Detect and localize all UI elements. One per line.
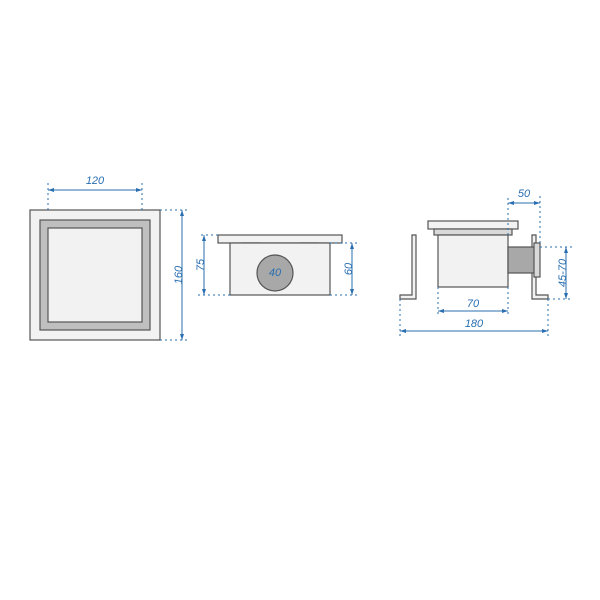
dim-front-75: 75	[195, 258, 207, 271]
view-front: 40 75 60	[195, 235, 358, 295]
dim-front-60: 60	[343, 262, 355, 275]
dim-side-4570: 45-70	[557, 258, 569, 287]
dim-top-160: 160	[173, 265, 185, 284]
dim-side-180: 180	[465, 318, 484, 330]
drawing-canvas: 120 160 40 75 60	[0, 0, 600, 600]
dim-side-50: 50	[518, 188, 531, 200]
dim-side-70: 70	[467, 298, 480, 310]
view-top: 120 160	[30, 175, 190, 340]
view-side: 50 45-70 70 180	[400, 188, 572, 337]
dim-top-120: 120	[86, 175, 105, 187]
dim-circle-40: 40	[269, 267, 282, 279]
